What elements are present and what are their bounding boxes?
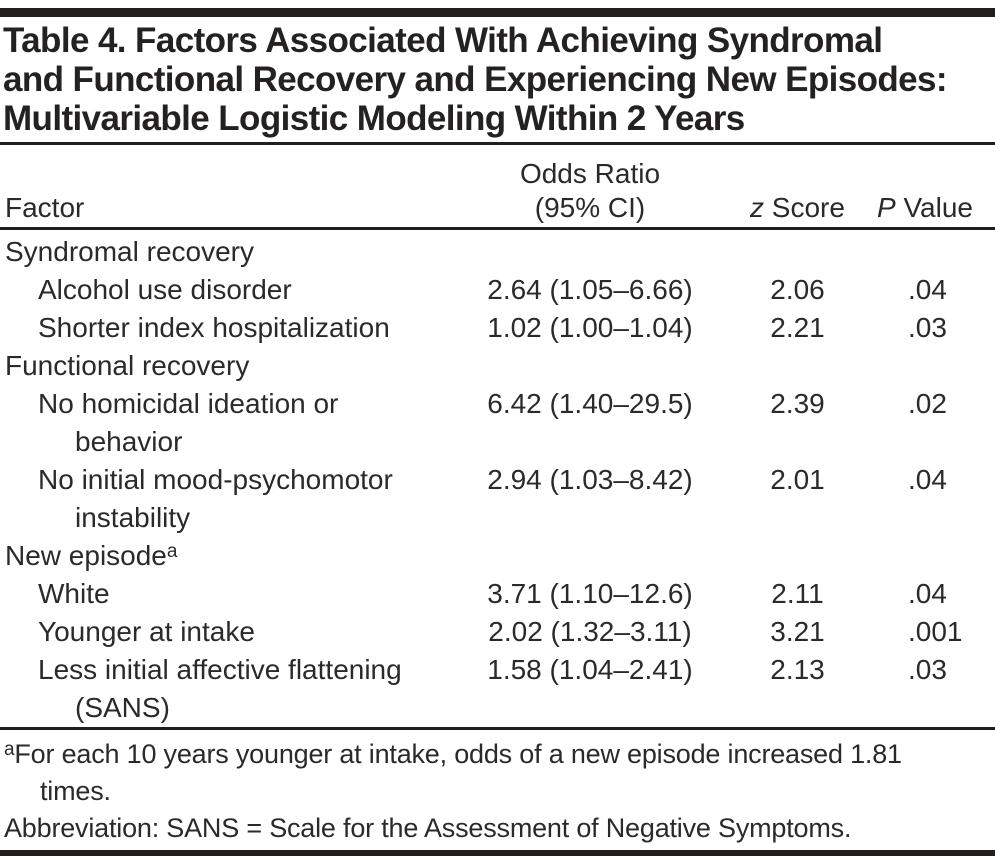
factor-cell: No initial mood-psychomotor instability xyxy=(0,461,440,537)
p-value-cell: .03 xyxy=(908,654,947,685)
factor-text: Younger at intake xyxy=(38,616,255,647)
odds-ratio-cell xyxy=(440,233,740,271)
table-row-group: Syndromal recovery xyxy=(0,233,995,271)
table-body: Syndromal recovery Alcohol use disorder 2.… xyxy=(0,233,995,727)
footnote-a-marker: a xyxy=(4,739,15,760)
z-score-cell: 2.06 xyxy=(770,274,825,305)
odds-ratio-cell: 6.42 (1.40–29.5) xyxy=(487,388,693,419)
odds-ratio-cell: 1.58 (1.04–2.41) xyxy=(487,654,693,685)
odds-ratio-cell: 1.02 (1.00–1.04) xyxy=(487,312,693,343)
footnote-abbreviation: Abbreviation: SANS = Scale for the Asses… xyxy=(4,813,852,843)
table-title: Table 4. Factors Associated With Achievi… xyxy=(3,21,995,138)
table-row: Shorter index hospitalization 1.02 (1.00–… xyxy=(0,309,995,347)
p-value-cell: .001 xyxy=(908,616,963,647)
footnote-reference-marker: a xyxy=(166,541,178,562)
footnote-a-line-2: times. xyxy=(40,776,111,806)
footnote-a-line-1: aFor each 10 years younger at intake, od… xyxy=(4,739,902,769)
p-value-cell: .04 xyxy=(908,274,947,305)
column-header-odds-ratio-line-2: (95% CI) xyxy=(534,192,646,223)
header-divider-rule xyxy=(0,227,995,230)
bottom-border-rule xyxy=(0,850,995,856)
odds-ratio-cell xyxy=(440,537,740,575)
body-divider-rule xyxy=(0,727,995,730)
factor-text: Less initial affective flattening xyxy=(38,654,402,685)
factor-cell: White xyxy=(0,575,440,613)
z-score-cell xyxy=(740,233,855,271)
factor-text: White xyxy=(38,578,110,609)
p-value-cell xyxy=(855,233,995,271)
z-score-cell xyxy=(740,537,855,575)
odds-ratio-cell: 2.94 (1.03–8.42) xyxy=(487,464,693,495)
p-value-cell: .04 xyxy=(908,464,947,495)
factor-text: Shorter index hospitalization xyxy=(38,312,390,343)
factor-text: No initial mood-psychomotor xyxy=(38,464,393,495)
table-row: No initial mood-psychomotor instability 2.… xyxy=(0,461,995,537)
column-header-factor: Factor xyxy=(5,192,85,223)
top-border-rule xyxy=(0,8,995,17)
z-score-cell: 3.21 xyxy=(770,616,825,647)
factor-cell: Functional recovery xyxy=(0,347,440,385)
title-divider-rule xyxy=(0,142,995,145)
factor-text: Alcohol use disorder xyxy=(38,274,292,305)
z-score-cell: 2.21 xyxy=(770,312,825,343)
table-row: Alcohol use disorder 2.64 (1.05–6.66) 2.06… xyxy=(0,271,995,309)
factor-cell: Alcohol use disorder xyxy=(0,271,440,309)
table-header-row: Factor Odds Ratio (95% CI) z Score P Val… xyxy=(0,150,995,227)
z-score-cell: 2.13 xyxy=(770,654,825,685)
z-score-cell xyxy=(740,347,855,385)
table-title-line-1: Table 4. Factors Associated With Achievi… xyxy=(3,21,883,60)
z-score-cell: 2.39 xyxy=(770,388,825,419)
column-header-odds-ratio: Odds Ratio (95% CI) xyxy=(440,157,740,227)
column-header-odds-ratio-line-1: Odds Ratio xyxy=(519,158,661,189)
factor-text: New episodea xyxy=(5,540,178,571)
odds-ratio-cell: 3.71 (1.10–12.6) xyxy=(487,578,693,609)
factor-cell: New episodea xyxy=(0,537,440,575)
table-row-group: New episodea xyxy=(0,537,995,575)
table-row-group: Functional recovery xyxy=(0,347,995,385)
z-score-cell: 2.01 xyxy=(770,464,825,495)
factor-text: instability xyxy=(75,502,191,533)
factor-text: Functional recovery xyxy=(5,350,250,381)
table-title-line-2: and Functional Recovery and Experiencing… xyxy=(3,60,948,99)
odds-ratio-cell xyxy=(440,347,740,385)
p-value-cell: .04 xyxy=(908,578,947,609)
p-value-cell: .02 xyxy=(908,388,947,419)
factor-cell: Less initial affective flattening (SANS) xyxy=(0,651,440,727)
table-row: Less initial affective flattening (SANS) 1… xyxy=(0,651,995,727)
p-value-cell xyxy=(855,537,995,575)
column-header-z-score: z Score xyxy=(750,192,845,223)
factor-text: No homicidal ideation or xyxy=(38,388,339,419)
factor-cell: Syndromal recovery xyxy=(0,233,440,271)
table-row: White 3.71 (1.10–12.6) 2.11 .04 xyxy=(0,575,995,613)
factor-cell: No homicidal ideation or behavior xyxy=(0,385,440,461)
column-header-p-value: P Value xyxy=(876,192,973,223)
p-value-cell xyxy=(855,347,995,385)
odds-ratio-cell: 2.02 (1.32–3.11) xyxy=(488,616,692,647)
factor-text: behavior xyxy=(75,426,183,457)
z-score-cell: 2.11 xyxy=(771,578,824,609)
table-footnotes: aFor each 10 years younger at intake, od… xyxy=(0,736,995,847)
table-row: No homicidal ideation or behavior 6.42 (1.… xyxy=(0,385,995,461)
p-value-cell: .03 xyxy=(908,312,947,343)
factor-cell: Shorter index hospitalization xyxy=(0,309,440,347)
table-title-line-3: Multivariable Logistic Modeling Within 2… xyxy=(3,99,745,138)
table-row: Younger at intake 2.02 (1.32–3.11) 3.21 .00… xyxy=(0,613,995,651)
odds-ratio-cell: 2.64 (1.05–6.66) xyxy=(487,274,693,305)
factor-cell: Younger at intake xyxy=(0,613,440,651)
factor-text: (SANS) xyxy=(75,692,170,723)
factor-text: Syndromal recovery xyxy=(5,236,254,267)
